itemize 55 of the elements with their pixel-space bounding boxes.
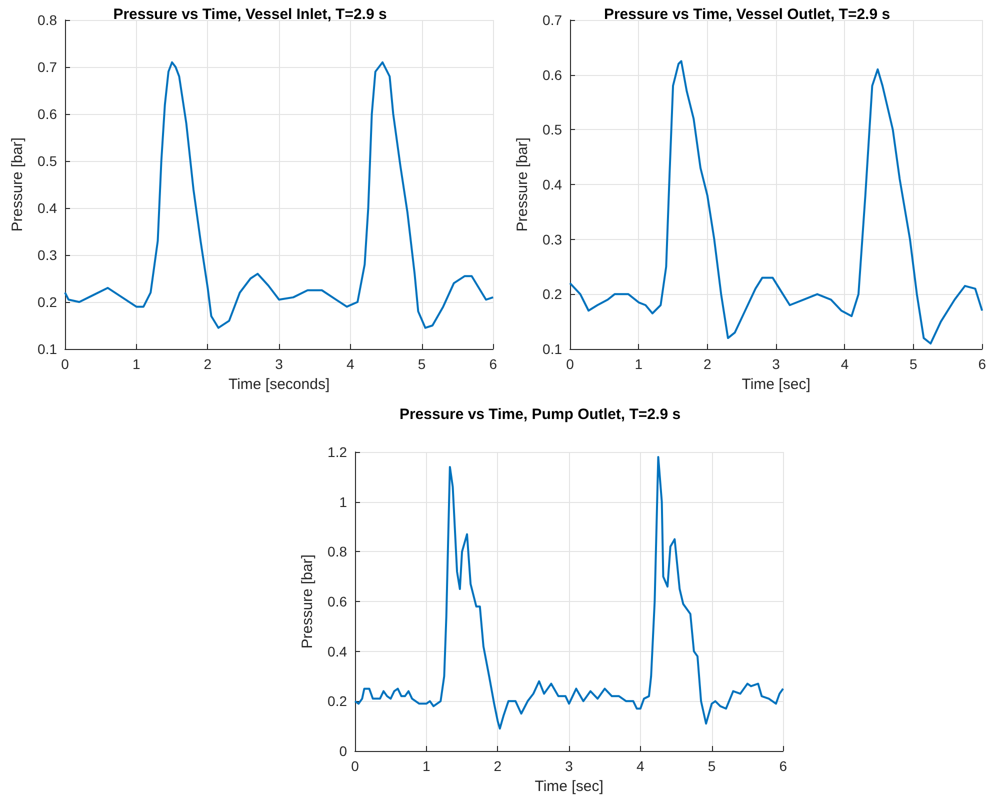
x-tick-label: 0 (61, 356, 70, 372)
x-tick-label: 4 (636, 758, 645, 774)
y-tick-label: 0.4 (38, 200, 58, 216)
y-tick-label: 0.5 (38, 153, 58, 169)
x-tick-label: 1 (634, 356, 643, 372)
y-tick-label: 0.3 (542, 231, 562, 248)
y-tick-label: 0.8 (38, 12, 58, 28)
x-axis-title: Time [sec] (742, 376, 810, 393)
chart-title: Pressure vs Time, Vessel Outlet, T=2.9 s (604, 6, 890, 23)
x-tick-label: 2 (703, 356, 712, 372)
y-tick-label: 0.4 (542, 176, 562, 192)
x-tick-label: 6 (779, 758, 788, 774)
x-tick-label: 5 (910, 356, 918, 372)
y-tick-label: 1 (339, 494, 348, 510)
x-axis-title: Time [seconds] (228, 376, 330, 393)
x-tick-label: 4 (346, 356, 355, 372)
x-tick-label: 5 (418, 356, 426, 372)
x-axis-title: Time [sec] (534, 778, 604, 795)
y-tick-label: 0.1 (542, 341, 562, 357)
x-tick-label: 1 (132, 356, 140, 372)
chart-title: Pressure vs Time, Vessel Inlet, T=2.9 s (113, 6, 387, 23)
y-tick-label: 0.3 (38, 247, 58, 263)
y-tick-label: 0.6 (542, 66, 562, 83)
y-tick-label: 0.6 (38, 106, 58, 122)
x-tick-label: 3 (565, 758, 574, 774)
y-tick-label: 0.8 (328, 544, 348, 560)
line-series (569, 60, 984, 345)
line-series (354, 456, 784, 730)
y-tick-label: 0.1 (38, 341, 58, 357)
y-tick-label: 0 (339, 743, 348, 759)
y-tick-label: 0.2 (38, 294, 58, 310)
line-series (64, 61, 494, 329)
y-tick-label: 0.2 (328, 693, 348, 710)
y-axis-title: Pressure [bar] (514, 137, 531, 232)
x-tick-label: 1 (422, 758, 430, 774)
y-tick-label: 0.7 (38, 59, 58, 75)
y-tick-label: 0.5 (542, 122, 562, 138)
y-tick-label: 0.2 (542, 286, 562, 302)
y-axis-title: Pressure [bar] (9, 137, 26, 232)
x-tick-label: 5 (708, 758, 716, 774)
x-tick-label: 2 (204, 356, 212, 372)
x-tick-label: 3 (275, 356, 284, 372)
x-tick-label: 0 (351, 758, 360, 774)
x-tick-label: 4 (840, 356, 849, 372)
x-tick-label: 3 (772, 356, 780, 372)
chart-title: Pressure vs Time, Pump Outlet, T=2.9 s (399, 406, 681, 423)
y-tick-label: 0.4 (328, 643, 348, 660)
y-tick-label: 0.6 (328, 594, 348, 610)
y-tick-label: 1.2 (328, 444, 348, 460)
y-tick-label: 0.7 (542, 12, 562, 28)
x-tick-label: 6 (489, 356, 498, 372)
x-tick-label: 0 (566, 356, 574, 372)
y-axis-title: Pressure [bar] (299, 554, 316, 649)
x-tick-label: 6 (978, 356, 986, 372)
x-tick-label: 2 (494, 758, 502, 774)
